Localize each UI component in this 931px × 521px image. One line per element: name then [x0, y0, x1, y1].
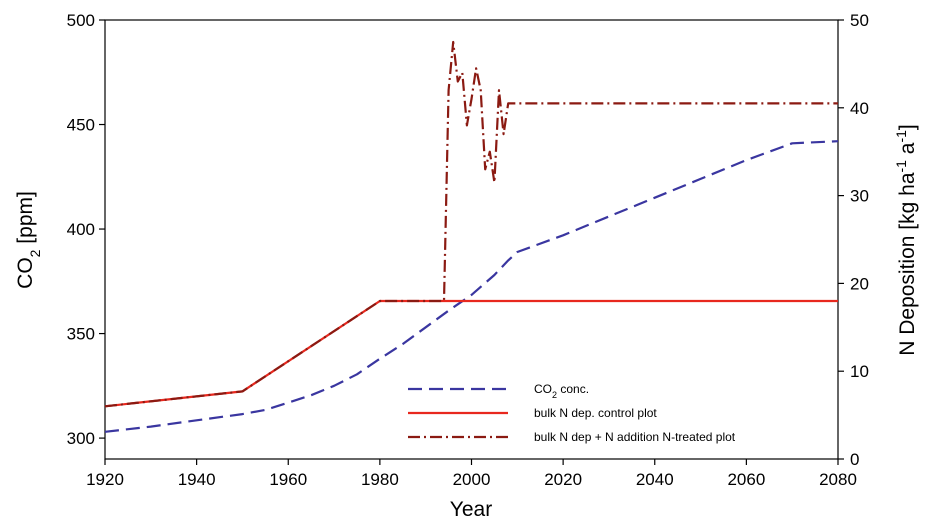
y-right-axis-title: N Deposition [kg ha-1 a-1]: [893, 124, 919, 356]
y-left-tick-label: 400: [67, 220, 95, 239]
legend-label-1: bulk N dep. control plot: [534, 406, 657, 420]
series-line-1: [104, 299, 838, 408]
y-left-tick-label: 300: [67, 429, 95, 448]
x-tick-label: 2080: [819, 470, 857, 489]
y-right-tick-label: 10: [850, 362, 869, 381]
x-tick-label: 1940: [178, 470, 216, 489]
y-left-tick-label: 350: [67, 325, 95, 344]
y-left-tick-label: 450: [67, 116, 95, 135]
x-tick-label: 2020: [544, 470, 582, 489]
legend-label-2: bulk N dep + N addition N-treated plot: [534, 430, 736, 444]
series-layer: [104, 40, 839, 433]
legend: CO2 conc. bulk N dep. control plot bulk N …: [408, 382, 736, 444]
y-right-tick-label: 0: [850, 450, 859, 469]
y-right-tick-label: 20: [850, 274, 869, 293]
legend-label-0: CO2 conc.: [534, 382, 589, 400]
y-right-tick-label: 30: [850, 187, 869, 206]
x-tick-label: 1980: [361, 470, 399, 489]
y-right-tick-label: 50: [850, 11, 869, 30]
x-tick-label: 2000: [453, 470, 491, 489]
axis-titles: Year CO2 [ppm] N Deposition [kg ha-1 a-1…: [14, 124, 919, 521]
axes: 1920 1940 1960 1980 2000 2020 2040 2060 20803003…: [67, 11, 869, 489]
series-line-0: [104, 140, 839, 433]
x-tick-label: 1960: [269, 470, 307, 489]
x-axis-title: Year: [450, 498, 492, 521]
y-left-tick-label: 500: [67, 11, 95, 30]
x-tick-label: 2060: [727, 470, 765, 489]
plot-frame: [104, 19, 839, 460]
x-tick-label: 1920: [86, 470, 124, 489]
y-left-axis-title: CO2 [ppm]: [14, 191, 43, 289]
y-right-tick-label: 40: [850, 99, 869, 118]
x-tick-label: 2040: [636, 470, 674, 489]
series-line-2: [104, 40, 838, 408]
